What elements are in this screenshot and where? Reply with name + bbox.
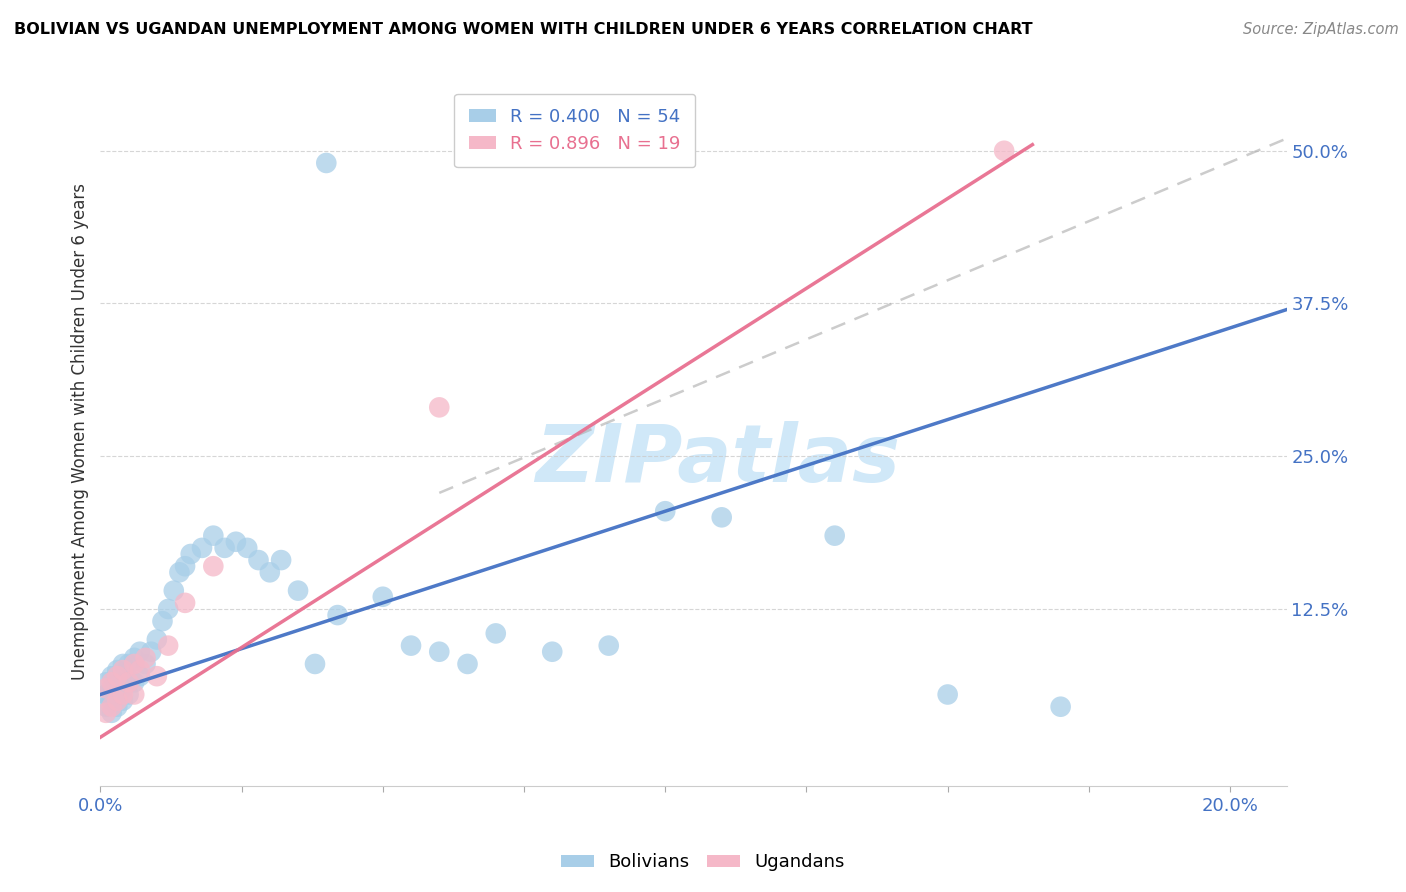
Point [122,650,145,665]
Point [710,510,733,524]
Point [169,566,191,580]
Point [105,663,128,677]
Point [100,693,122,707]
Point [157,639,180,653]
Point [270,553,292,567]
Point [94,675,117,690]
Point [304,657,326,671]
Point [163,583,186,598]
Point [247,553,270,567]
Point [146,669,169,683]
Point [427,645,450,659]
Legend: R = 0.400   N = 54, R = 0.896   N = 19: R = 0.400 N = 54, R = 0.896 N = 19 [454,94,695,168]
Point [214,541,236,555]
Point [1049,699,1071,714]
Point [371,590,394,604]
Point [427,401,450,415]
Point [128,663,150,677]
Point [94,699,117,714]
Point [111,657,134,671]
Point [824,529,846,543]
Text: BOLIVIAN VS UGANDAN UNEMPLOYMENT AMONG WOMEN WITH CHILDREN UNDER 6 YEARS CORRELA: BOLIVIAN VS UGANDAN UNEMPLOYMENT AMONG W… [14,22,1032,37]
Point [94,688,117,702]
Point [236,541,259,555]
Point [146,632,169,647]
Point [191,541,214,555]
Point [128,669,150,683]
Point [287,583,309,598]
Point [117,675,139,690]
Point [135,650,157,665]
Point [654,504,676,518]
Point [541,645,564,659]
Point [122,657,145,671]
Point [117,675,139,690]
Point [180,547,202,561]
Point [100,669,122,683]
Text: ZIPatlas: ZIPatlas [534,421,900,500]
Point [94,681,117,696]
Point [993,144,1015,158]
Point [315,156,337,170]
Point [100,681,122,696]
Point [105,699,128,714]
Point [135,657,157,671]
Point [157,602,180,616]
Legend: Bolivians, Ugandans: Bolivians, Ugandans [554,847,852,879]
Point [117,688,139,702]
Point [122,688,145,702]
Point [202,559,225,574]
Point [111,688,134,702]
Point [936,688,959,702]
Point [117,657,139,671]
Point [202,529,225,543]
Point [598,639,620,653]
Point [100,706,122,720]
Point [457,657,479,671]
Point [122,675,145,690]
Point [105,675,128,690]
Point [111,693,134,707]
Point [105,688,128,702]
Point [141,645,163,659]
Point [111,663,134,677]
Point [174,596,197,610]
Point [326,608,349,623]
Point [259,566,281,580]
Point [111,681,134,696]
Point [152,614,174,628]
Point [105,669,128,683]
Point [105,693,128,707]
Point [225,534,247,549]
Point [174,559,197,574]
Point [485,626,508,640]
Y-axis label: Unemployment Among Women with Children Under 6 years: Unemployment Among Women with Children U… [72,183,89,681]
Point [100,699,122,714]
Text: Source: ZipAtlas.com: Source: ZipAtlas.com [1243,22,1399,37]
Point [399,639,422,653]
Point [128,645,150,659]
Point [100,675,122,690]
Point [94,706,117,720]
